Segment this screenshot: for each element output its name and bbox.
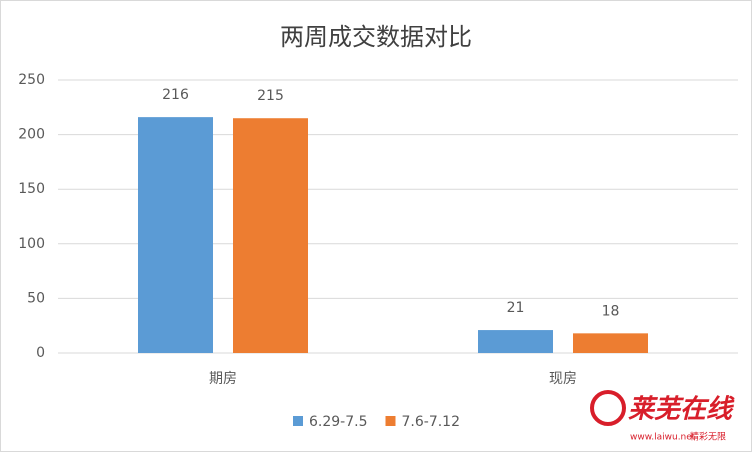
watermark-title: 莱芜在线 [628, 395, 735, 425]
legend-label: 6.29-7.5 [309, 414, 368, 430]
y-tick-label: 100 [18, 236, 45, 252]
chart-title: 两周成交数据对比 [280, 23, 472, 51]
legend-label: 7.6-7.12 [402, 414, 461, 430]
data-label: 18 [602, 303, 620, 319]
watermark-slogan: 精彩无限 [690, 431, 726, 443]
watermark-url: www.laiwu.net [630, 433, 696, 443]
y-tick-label: 250 [18, 72, 45, 88]
watermark: 莱芜在线 www.laiwu.net 精彩无限 [590, 390, 735, 443]
bar [138, 117, 213, 354]
y-tick-label: 0 [36, 345, 45, 361]
y-tick-label: 200 [18, 127, 45, 143]
bar [478, 330, 553, 353]
data-label: 216 [162, 87, 189, 103]
legend-swatch [293, 416, 303, 426]
y-tick-label: 150 [18, 181, 45, 197]
data-label: 21 [507, 300, 525, 316]
data-label: 215 [257, 88, 284, 104]
bar [573, 333, 648, 353]
watermark-logo [590, 390, 626, 426]
x-tick-label: 期房 [209, 371, 237, 387]
y-tick-label: 50 [27, 290, 45, 306]
x-tick-label: 现房 [549, 371, 577, 387]
legend-swatch [385, 416, 396, 426]
bar [233, 118, 308, 353]
